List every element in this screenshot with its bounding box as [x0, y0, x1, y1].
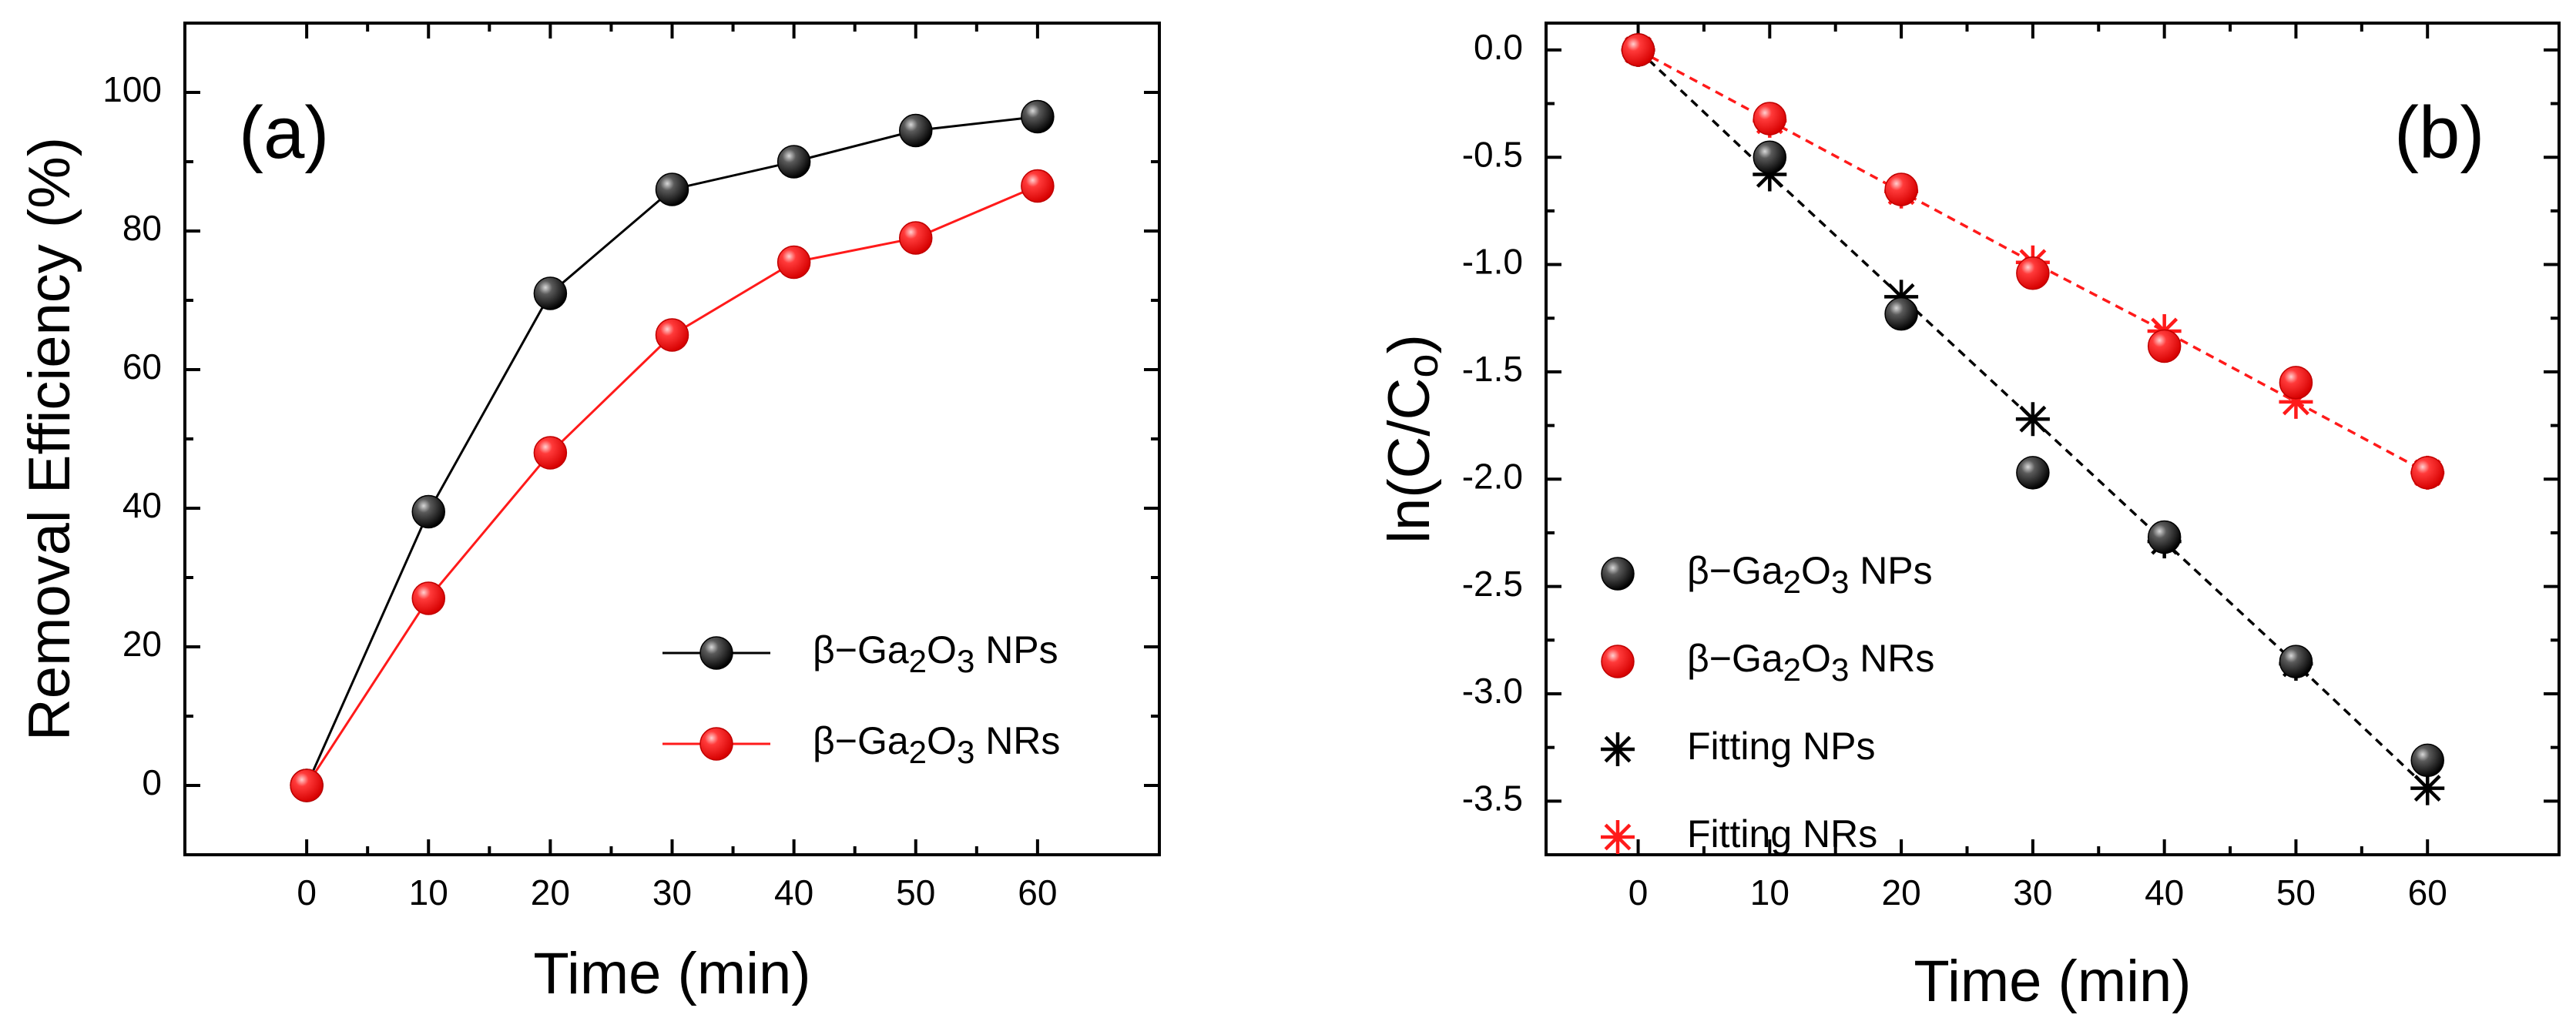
x-tick-label: 30 — [2013, 872, 2052, 913]
y-axis-title: Removal Efficiency (%) — [17, 137, 82, 741]
y-tick-label: -3.0 — [1462, 671, 1523, 711]
y-tick-label: -0.5 — [1462, 134, 1523, 174]
legend-marker — [699, 636, 733, 670]
data-point — [899, 113, 933, 148]
y-tick-label: -1.5 — [1462, 349, 1523, 389]
data-point — [290, 769, 324, 802]
x-tick-label: 50 — [896, 872, 935, 913]
data-point — [533, 276, 568, 310]
legend-marker — [1601, 645, 1635, 678]
x-tick-label: 20 — [1882, 872, 1921, 913]
legend-label: β−Ga2O3 NPs — [1687, 549, 1933, 600]
y-tick-label: -3.5 — [1462, 778, 1523, 818]
data-point — [1753, 140, 1787, 174]
data-point — [776, 145, 811, 179]
y-tick-label: 60 — [122, 347, 162, 387]
x-tick-label: 40 — [2145, 872, 2184, 913]
data-point — [2410, 456, 2444, 490]
data-point-star — [2015, 402, 2050, 437]
data-point — [776, 245, 811, 280]
data-point — [2279, 645, 2313, 678]
data-point — [655, 318, 689, 352]
series-line-1 — [305, 185, 1038, 786]
data-point — [2410, 743, 2444, 778]
x-tick-label: 60 — [2408, 872, 2447, 913]
data-point — [2016, 456, 2050, 490]
y-tick-label: 100 — [102, 69, 162, 109]
legend-marker — [699, 727, 733, 761]
y-tick-label: 0 — [142, 762, 162, 802]
x-tick-label: 20 — [531, 872, 570, 913]
legend-label: Fitting NPs — [1687, 725, 1876, 768]
legend-marker — [1601, 732, 1635, 766]
data-point — [1884, 172, 1918, 206]
data-point — [899, 221, 933, 255]
data-point — [2147, 329, 2182, 363]
x-tick-label: 60 — [1018, 872, 1057, 913]
y-tick-label: 80 — [122, 208, 162, 248]
data-point — [1021, 99, 1055, 134]
data-point — [2016, 256, 2050, 290]
y-tick-label: 20 — [122, 624, 162, 664]
y-tick-label: -2.0 — [1462, 456, 1523, 496]
x-tick-label: 0 — [1628, 872, 1649, 913]
legend-label: β−Ga2O3 NPs — [813, 628, 1058, 679]
legend-label: Fitting NRs — [1687, 812, 1877, 856]
x-tick-label: 10 — [1750, 872, 1789, 913]
y-tick-label: -1.0 — [1462, 242, 1523, 282]
series-line-0 — [305, 116, 1038, 786]
data-point — [411, 494, 445, 529]
y-tick-label: -2.5 — [1462, 564, 1523, 604]
legend-label: β−Ga2O3 NRs — [1687, 637, 1934, 688]
legend-label: β−Ga2O3 NRs — [813, 719, 1060, 770]
data-point — [1021, 169, 1055, 203]
y-axis-title: ln(C/Co) — [1377, 334, 1447, 544]
data-point — [1621, 33, 1655, 67]
legend-marker — [1601, 557, 1635, 591]
data-point — [1753, 102, 1787, 136]
x-tick-label: 40 — [774, 872, 813, 913]
x-tick-label: 10 — [409, 872, 448, 913]
data-point — [1884, 296, 1918, 331]
data-point — [2279, 366, 2313, 400]
x-axis-title: Time (min) — [1914, 949, 2191, 1014]
data-point — [2147, 520, 2182, 554]
panel-label: (a) — [239, 92, 329, 174]
data-point — [533, 436, 568, 470]
x-tick-label: 30 — [652, 872, 692, 913]
y-tick-label: 0.0 — [1474, 27, 1523, 67]
panel-label: (b) — [2394, 92, 2484, 174]
x-tick-label: 0 — [297, 872, 317, 913]
x-tick-label: 50 — [2276, 872, 2316, 913]
data-point — [411, 581, 445, 615]
legend: β−Ga2O3 NPs β−Ga2O3 NRs — [662, 628, 1060, 770]
data-point — [655, 172, 689, 206]
legend-marker — [1601, 820, 1635, 854]
panel-b-kinetics: 0 10 20 30 40 50 60 0.0 -0.5 -1.0 -1.5 -2.0 -2.5 -3.0… — [1377, 22, 2561, 1014]
plot-frame — [1545, 22, 2561, 856]
x-axis-title: Time (min) — [533, 941, 810, 1006]
legend: β−Ga2O3 NPs β−Ga2O3 NRs Fitting NPs Fitting… — [1601, 549, 1934, 856]
panel-a-removal-efficiency: 0 10 20 30 40 50 60 0 20 40 60 80 100 Time (min) Remov… — [17, 22, 1161, 1006]
y-tick-label: 40 — [122, 485, 162, 525]
